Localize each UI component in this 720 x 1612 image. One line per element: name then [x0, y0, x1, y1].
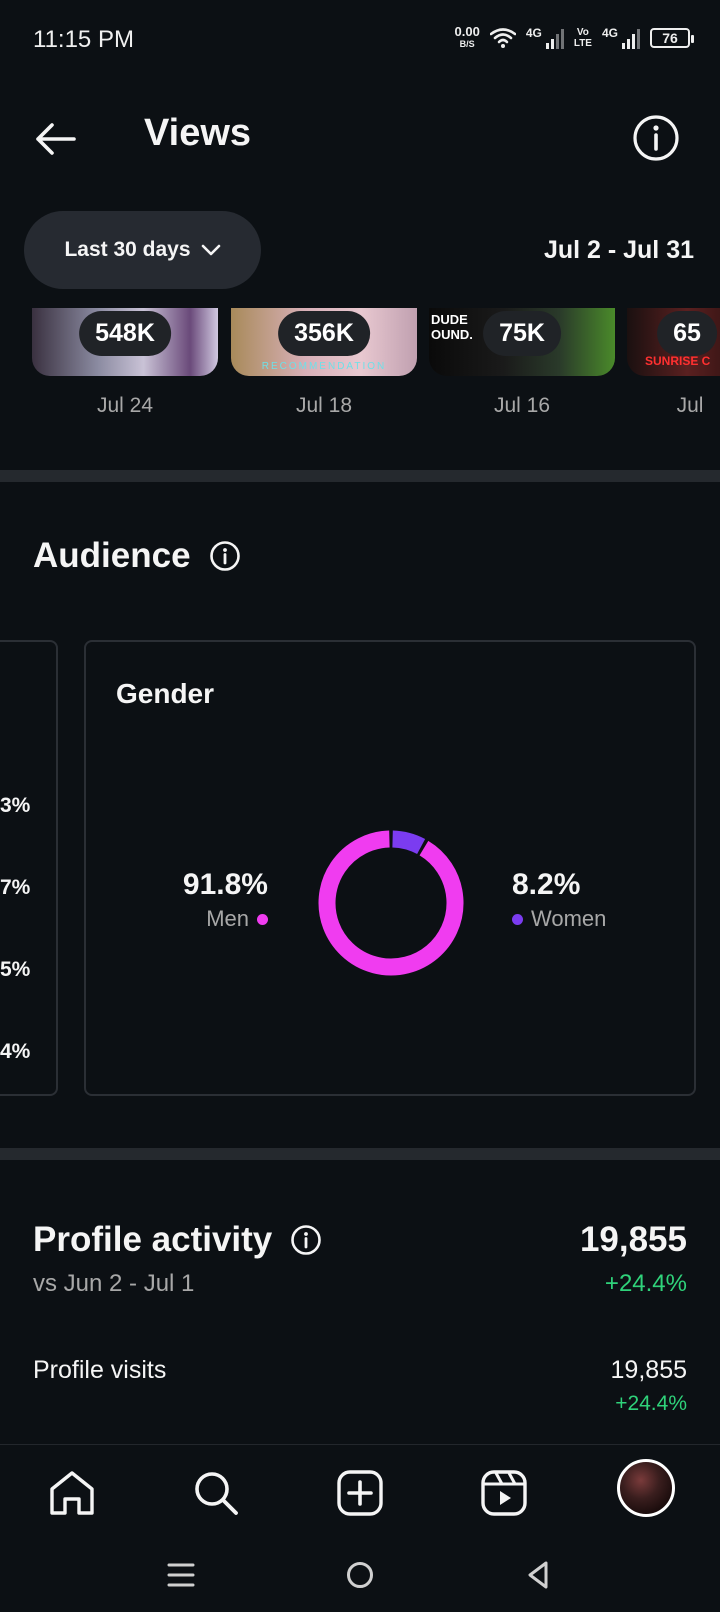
- prev-card-value: 7%: [0, 876, 31, 899]
- thumbnail-caption: SUNRISE C: [645, 354, 711, 368]
- profile-visits-change: +24.4%: [615, 1392, 687, 1415]
- search-icon[interactable]: [190, 1467, 242, 1519]
- thumbnail-views: 548K: [79, 311, 171, 356]
- gender-donut-chart: [318, 830, 464, 976]
- men-stat: 91.8% Men: [183, 868, 268, 932]
- women-stat: 8.2% Women: [512, 868, 606, 932]
- home-circle-icon[interactable]: [345, 1560, 375, 1590]
- thumbnail-views: 75K: [483, 311, 561, 356]
- date-range: Jul 2 - Jul 31: [543, 236, 694, 264]
- thumbnail-caption: RECOMMENDATION: [261, 361, 387, 372]
- chevron-down-icon: [201, 244, 220, 256]
- signal-icon: [545, 27, 564, 49]
- thumbnail-date: Jul 24: [96, 394, 154, 417]
- thumbnail-caption: DUDE OUND.: [431, 312, 473, 342]
- profile-activity-total: 19,855: [579, 1220, 687, 1259]
- info-icon[interactable]: [290, 1224, 322, 1256]
- profile-avatar[interactable]: [617, 1459, 675, 1517]
- prev-card-value: 4%: [0, 1040, 31, 1063]
- home-icon[interactable]: [46, 1467, 98, 1519]
- date-filter-button[interactable]: Last 30 days: [24, 211, 261, 289]
- gender-card-title: Gender: [116, 678, 215, 709]
- donut-segment-men: [318, 830, 464, 976]
- prev-card-value: 3%: [0, 794, 31, 817]
- donut-segment-women: [392, 830, 426, 855]
- post-thumbnail[interactable]: 356K RECOMMENDATION: [231, 308, 417, 376]
- system-nav-bar: [0, 1542, 720, 1612]
- comparison-period: vs Jun 2 - Jul 1: [33, 1270, 195, 1297]
- thumbnail-date: Jul: [676, 394, 704, 417]
- profile-activity-change: +24.4%: [604, 1270, 687, 1297]
- women-percentage: 8.2%: [512, 868, 581, 901]
- post-thumbnail[interactable]: DUDE OUND. 75K: [429, 308, 615, 376]
- profile-visits-label: Profile visits: [33, 1356, 167, 1384]
- create-post-icon[interactable]: [334, 1467, 386, 1519]
- status-time: 11:15 PM: [33, 26, 134, 53]
- section-divider: [0, 470, 720, 482]
- men-percentage: 91.8%: [182, 868, 268, 901]
- back-arrow-icon[interactable]: [30, 114, 80, 164]
- men-legend-dot: [257, 913, 268, 925]
- thumbnail-views: 65: [657, 311, 717, 356]
- post-thumbnail[interactable]: 548K: [32, 308, 218, 376]
- wifi-icon: [489, 28, 516, 48]
- recent-apps-icon[interactable]: [166, 1560, 196, 1590]
- women-label: Women: [531, 906, 607, 931]
- section-divider: [0, 1148, 720, 1160]
- profile-activity-header: Profile activity: [33, 1220, 322, 1260]
- profile-activity-title: Profile activity: [33, 1220, 273, 1259]
- volte-badge: Vo LTE: [573, 27, 592, 49]
- gender-card[interactable]: [84, 640, 696, 1096]
- audience-title: Audience: [33, 536, 191, 575]
- date-filter-label: Last 30 days: [64, 238, 191, 261]
- women-legend-dot: [512, 913, 523, 925]
- info-icon[interactable]: [632, 114, 680, 162]
- thumbnail-views: 356K: [278, 311, 370, 356]
- sig1-label: 4G: [525, 26, 542, 40]
- prev-card-value: 5%: [0, 958, 31, 981]
- bottom-nav: [0, 1444, 720, 1543]
- men-label: Men: [206, 906, 249, 931]
- post-thumbnail[interactable]: SUNRISE C 65: [627, 308, 720, 376]
- signal-icon-2: [622, 27, 640, 49]
- sig2-label: 4G: [601, 26, 618, 40]
- net-speed: 0.00 B/S: [454, 24, 480, 49]
- profile-visits-value: 19,855: [610, 1356, 687, 1384]
- status-icons: 0.00 B/S 4G Vo LTE 4G 76: [454, 24, 694, 50]
- battery-icon: 76: [650, 28, 694, 48]
- previous-audience-card[interactable]: [0, 640, 58, 1096]
- thumbnail-date: Jul 18: [295, 394, 353, 417]
- page-title: Views: [144, 112, 252, 154]
- audience-header: Audience: [33, 536, 241, 576]
- info-icon[interactable]: [209, 540, 241, 572]
- thumbnail-date: Jul 16: [493, 394, 551, 417]
- back-triangle-icon[interactable]: [524, 1560, 554, 1590]
- reels-icon[interactable]: [478, 1467, 530, 1519]
